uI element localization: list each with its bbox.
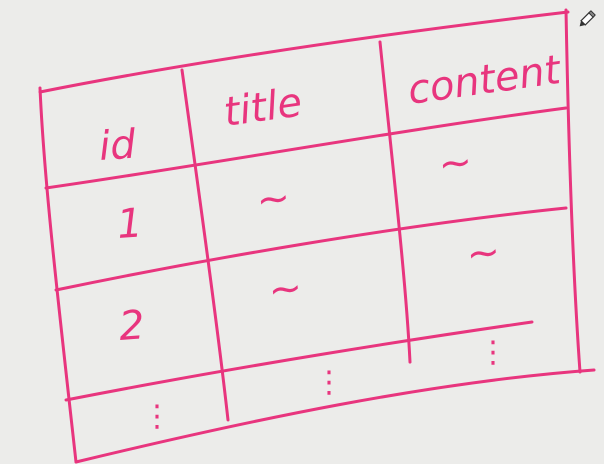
row-2-title-cell: ~ (266, 265, 304, 314)
column-divider-2 (378, 40, 412, 364)
row-3-content-cell: ⋮ (478, 335, 508, 370)
table-left-border (38, 86, 78, 464)
pencil-icon[interactable] (578, 10, 596, 29)
header-row-divider (44, 106, 568, 190)
row-1-divider (54, 206, 568, 292)
bottom-border (74, 368, 596, 464)
column-divider-1 (180, 68, 230, 422)
table-top-border (38, 10, 570, 94)
row-1-title-cell: ~ (254, 175, 292, 224)
row-1-id-cell: 1 (115, 200, 144, 248)
table-grid (38, 8, 596, 464)
row-2-content-cell: ~ (464, 229, 502, 278)
row-1-content-cell: ~ (436, 139, 474, 188)
header-cell-title: title (221, 79, 305, 135)
table-right-border (564, 8, 582, 374)
header-cell-content: content (405, 47, 564, 114)
row-3-title-cell: ⋮ (314, 365, 344, 400)
row-2-divider (64, 320, 534, 402)
header-cell-id: id (97, 121, 137, 169)
row-3-id-cell: ⋮ (142, 399, 172, 434)
row-2-id-cell: 2 (117, 302, 146, 350)
